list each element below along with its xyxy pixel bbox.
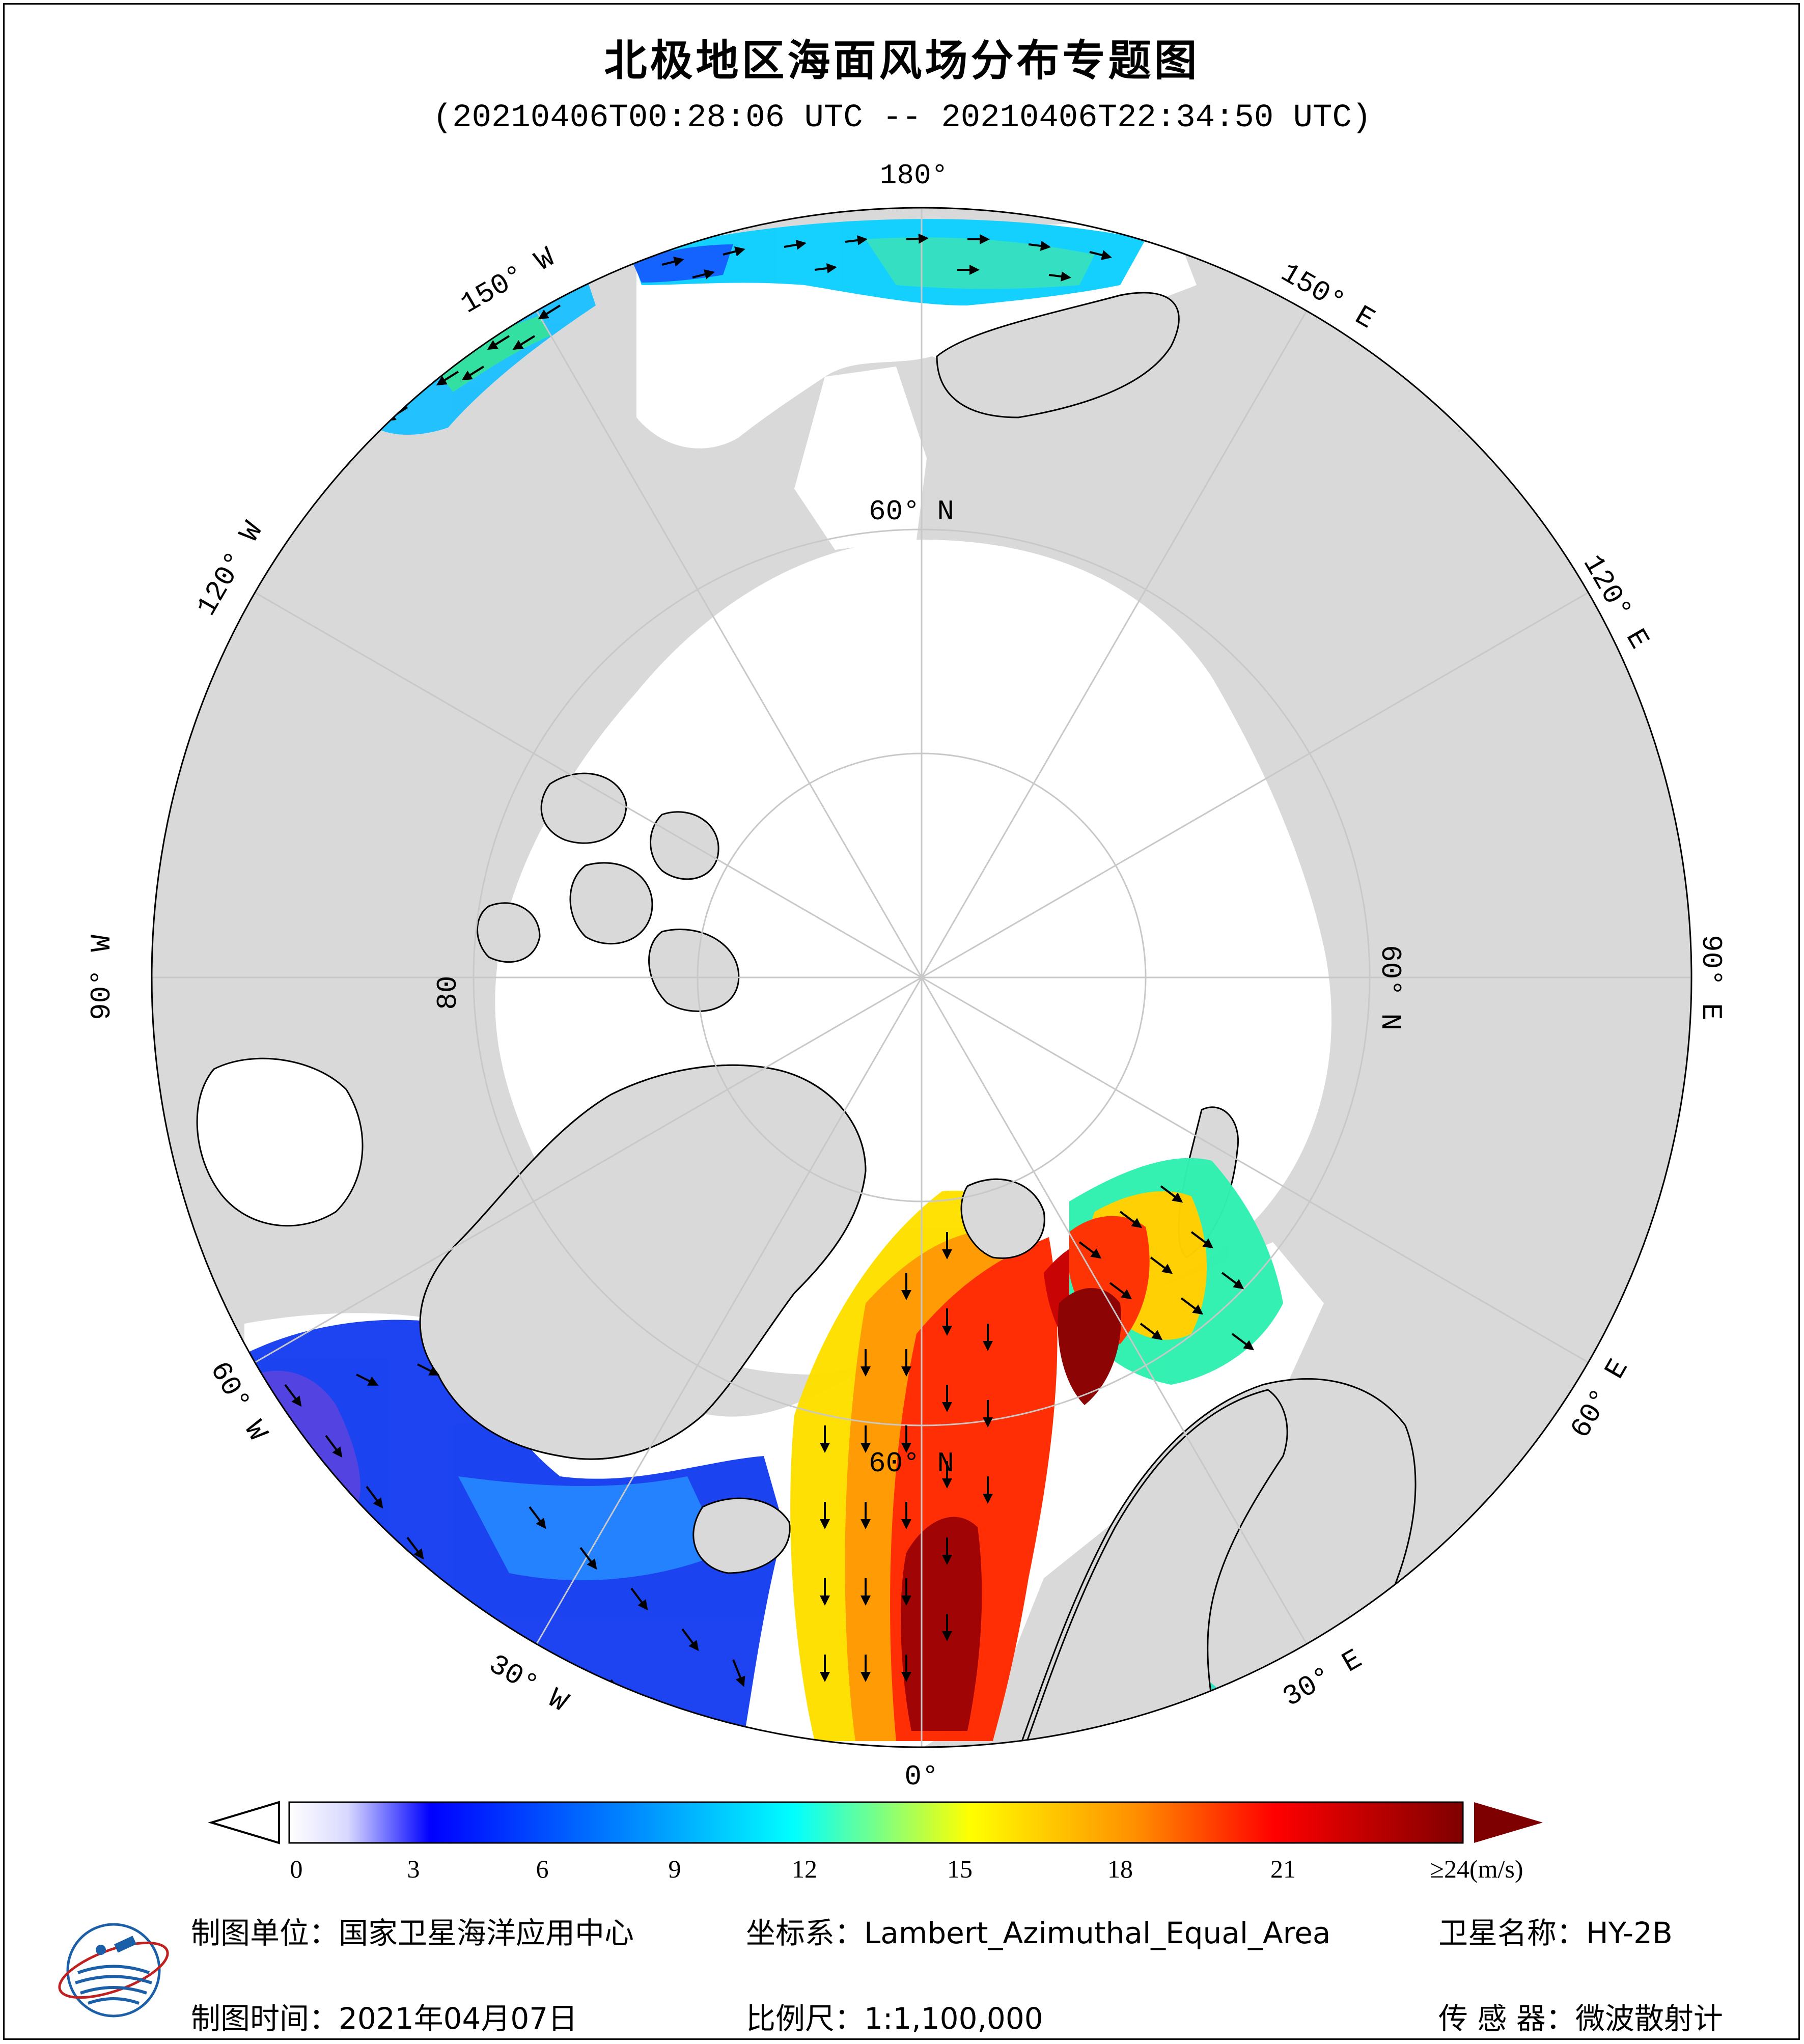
footer-map-time: 制图时间：2021年04月07日 [191,2001,578,2036]
colorbar-gradient [288,1801,1464,1844]
label-60n-right: 60° N [1374,945,1406,1030]
page-title: 北极地区海面风场分布专题图 [604,36,1200,86]
label-60n-top: 60° N [869,495,954,528]
label-180: 180° [880,159,948,192]
footer-map-unit: 制图单位：国家卫星海洋应用中心 [191,1916,634,1950]
canadian-archipelago [477,772,740,1012]
footer-scale: 比例尺：1:1,100,000 [746,2001,1043,2036]
wind-vectors [284,233,1255,1702]
label-60n-bottom: 60° N [869,1447,954,1480]
label-90w: 90° W [86,935,118,1020]
colorbar-tick-18: 18 [1107,1855,1133,1883]
label-0: 0° [904,1760,938,1793]
colorbar-tick-15: 15 [947,1855,973,1883]
colorbar-tick-12: 12 [792,1855,817,1883]
colorbar-tick-0: 0 [290,1855,303,1883]
colorbar-tick-24: ≥24(m/s) [1430,1855,1523,1883]
label-80: 80 [432,975,464,1010]
nsoas-globe-logo-icon [58,1923,169,2018]
graticule [152,208,1691,1747]
chukotka [936,292,1180,418]
colorbar [208,1801,1543,1844]
colorbar-under-arrow [208,1801,280,1844]
footer-satellite: 卫星名称：HY-2B [1438,1916,1673,1950]
map-frame [3,3,1800,2040]
hudson-bay [196,1057,364,1227]
colorbar-tick-9: 9 [668,1855,681,1883]
footer-coord-sys: 坐标系：Lambert_Azimuthal_Equal_Area [746,1916,1331,1950]
colorbar-tick-3: 3 [407,1855,420,1883]
colorbar-tick-21: 21 [1270,1855,1296,1883]
footer-sensor: 传 感 器：微波散射计 [1438,2001,1723,2036]
colorbar-over-arrow [1474,1802,1543,1843]
time-range-subtitle: (20210406T00:28:06 UTC -- 20210406T22:34… [432,100,1372,136]
map-boundary [151,207,1692,1748]
label-30w: 30° W [483,1648,574,1719]
bering-strait [794,367,927,550]
colorbar-tick-6: 6 [536,1855,549,1883]
label-90e: 90° E [1695,935,1727,1020]
